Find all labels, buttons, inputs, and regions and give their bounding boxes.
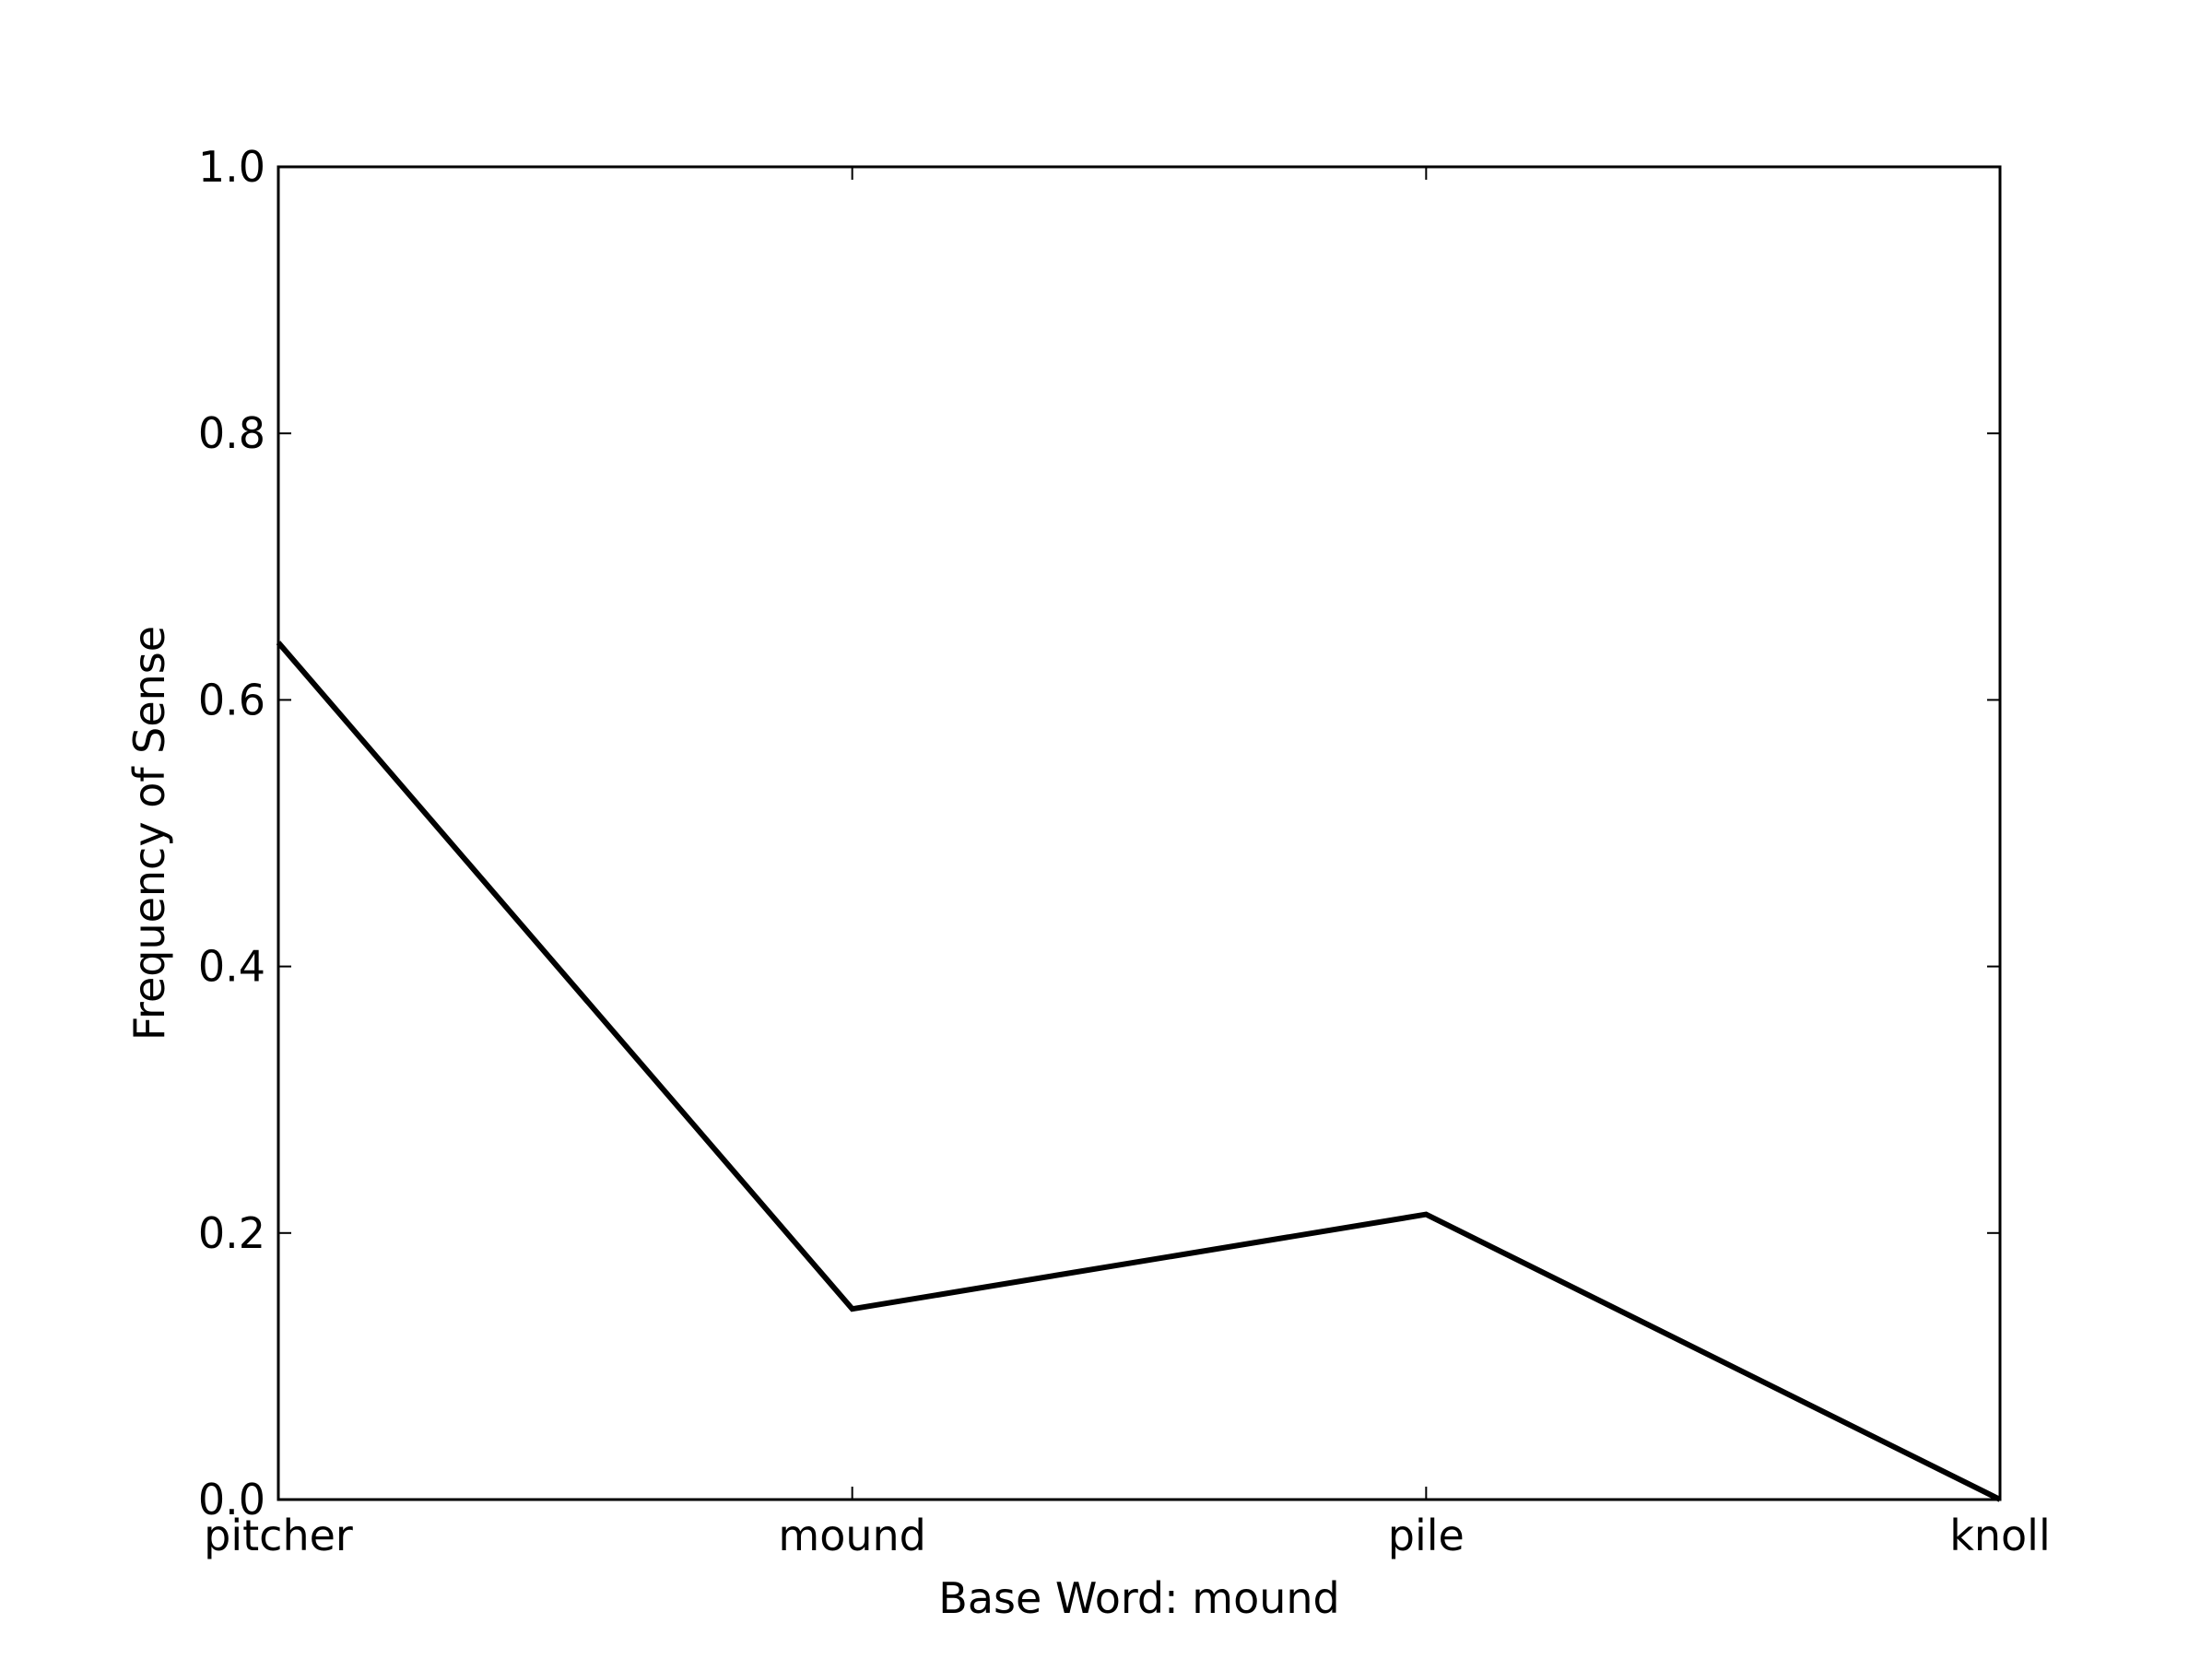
y-tick-label: 0.0 bbox=[198, 1475, 265, 1524]
y-axis-title: Frequency of Sense bbox=[124, 626, 174, 1041]
y-tick-labels: 0.0 0.2 0.4 0.6 0.8 1.0 bbox=[198, 142, 265, 1524]
y-tick-label: 0.2 bbox=[198, 1208, 265, 1258]
x-tick-labels: pitcher mound pile knoll bbox=[204, 1511, 2051, 1560]
x-tick-label: pitcher bbox=[204, 1511, 353, 1560]
y-tick-label: 0.8 bbox=[198, 408, 265, 458]
y-tick-label: 0.4 bbox=[198, 942, 265, 992]
x-tick-label: mound bbox=[778, 1511, 925, 1560]
x-tick-label: pile bbox=[1388, 1511, 1465, 1560]
x-axis-title: Base Word: mound bbox=[938, 1573, 1339, 1623]
x-tick-label: knoll bbox=[1949, 1511, 2051, 1560]
series-line bbox=[276, 641, 2002, 1502]
y-tick-label: 1.0 bbox=[198, 142, 265, 192]
axis-ticks bbox=[277, 166, 2001, 1500]
plot-frame bbox=[276, 165, 2002, 1501]
y-tick-label: 0.6 bbox=[198, 675, 265, 724]
